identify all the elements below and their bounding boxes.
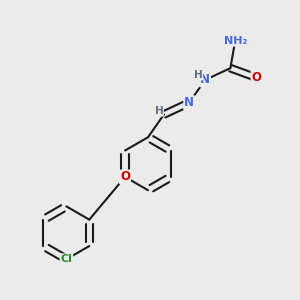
Text: H: H bbox=[194, 70, 203, 80]
Text: NH₂: NH₂ bbox=[224, 36, 247, 46]
Text: O: O bbox=[251, 71, 262, 84]
Text: H: H bbox=[154, 106, 163, 116]
Text: N: N bbox=[184, 96, 194, 109]
Text: Cl: Cl bbox=[60, 254, 72, 264]
Text: O: O bbox=[120, 170, 130, 184]
Text: N: N bbox=[200, 74, 210, 86]
